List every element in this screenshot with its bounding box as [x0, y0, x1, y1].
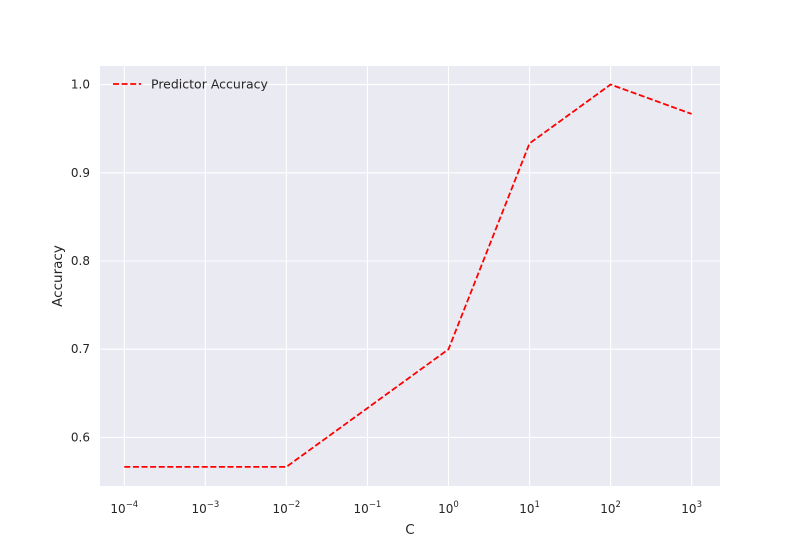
legend: Predictor Accuracy	[113, 77, 268, 92]
x-tick-label: 10−1	[354, 500, 382, 516]
x-tick-label: 101	[519, 500, 540, 516]
x-tick-label: 103	[681, 500, 702, 516]
y-tick-label: 0.6	[71, 430, 90, 444]
y-tick-label: 1.0	[71, 78, 90, 92]
y-tick-labels: 0.6 0.7 0.8 0.9 1.0	[71, 78, 90, 445]
plot-background	[100, 66, 720, 486]
y-tick-label: 0.8	[71, 254, 90, 268]
series-line-predictor-accuracy	[124, 83, 692, 468]
x-tick-label: 10−2	[272, 500, 300, 516]
series-layer	[124, 83, 692, 468]
x-tick-label: 100	[438, 500, 459, 516]
grid-lines	[100, 66, 720, 486]
y-tick-label: 0.7	[71, 342, 90, 356]
x-tick-label: 10−3	[191, 500, 219, 516]
y-tick-label: 0.9	[71, 166, 90, 180]
x-tick-labels: 10−4 10−3 10−2 10−1 100 101 102 103	[110, 500, 702, 516]
legend-label: Predictor Accuracy	[151, 77, 268, 92]
x-axis-label: C	[405, 522, 414, 538]
x-tick-label: 102	[600, 500, 621, 516]
x-tick-label: 10−4	[110, 500, 138, 516]
y-axis-label: Accuracy	[50, 245, 66, 307]
